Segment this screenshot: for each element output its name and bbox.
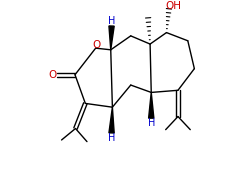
Text: H: H xyxy=(108,133,115,143)
Text: H: H xyxy=(148,118,155,128)
Polygon shape xyxy=(108,107,114,133)
Text: O: O xyxy=(92,40,100,50)
Text: H: H xyxy=(108,16,115,26)
Polygon shape xyxy=(148,93,153,118)
Polygon shape xyxy=(108,26,114,50)
Text: O: O xyxy=(48,70,56,80)
Text: OH: OH xyxy=(165,1,181,11)
